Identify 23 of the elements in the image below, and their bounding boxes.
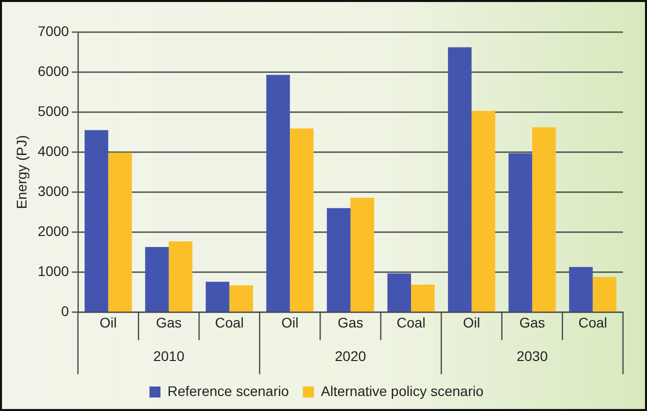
x-tick-label: Coal [396, 314, 426, 330]
x-tick-label: Oil [463, 314, 480, 330]
legend-label: Alternative policy scenario [320, 382, 484, 399]
x-tick-label: Gas [519, 314, 545, 330]
text: 2020 [334, 348, 366, 364]
y-tick-label: 1000 [38, 263, 70, 280]
y-tick-label: 2000 [38, 223, 70, 239]
text: 2010 [153, 348, 185, 364]
legend-label: Reference scenario [167, 382, 290, 399]
x-tick-label: Oil [100, 314, 117, 330]
x-tick-label: Coal [578, 314, 608, 330]
y-tick-label: 4000 [38, 142, 70, 159]
y-tick-label: 6000 [38, 62, 70, 79]
y-axis-title: Energy (PJ) [13, 135, 30, 210]
x-tick-label: Oil [281, 314, 298, 330]
y-tick-label: 3000 [38, 182, 70, 199]
y-tick-label: 0 [61, 303, 70, 320]
x-tick-label: Coal [214, 314, 244, 330]
y-tick-label: 7000 [38, 22, 70, 39]
x-tick-label: Gas [338, 314, 364, 330]
text: 2030 [516, 348, 548, 364]
x-tick-label: Gas [156, 314, 182, 330]
y-tick-label: 5000 [38, 102, 70, 119]
